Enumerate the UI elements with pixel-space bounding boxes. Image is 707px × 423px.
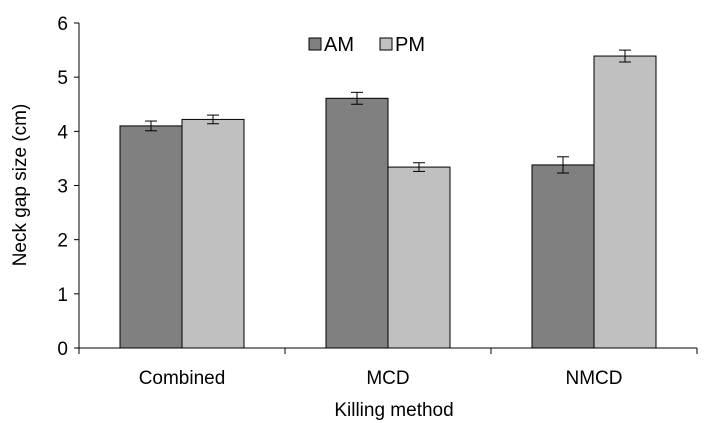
y-axis-title: Neck gap size (cm) (10, 104, 31, 267)
legend-swatch-am (308, 37, 322, 51)
bar-pm-nmcd (593, 55, 657, 349)
legend-label-pm: PM (395, 34, 425, 56)
y-tick-label: 6 (57, 14, 68, 35)
x-tick-label: Combined (139, 368, 226, 389)
plot-area: 0 1 2 3 4 5 6 Combined MCD NMCD (57, 14, 698, 389)
bar-am-nmcd (531, 164, 595, 349)
x-tick-label: MCD (366, 368, 409, 389)
legend-label-am: AM (324, 34, 354, 56)
x-axis-title: Killing method (334, 400, 453, 421)
y-tick-label: 4 (57, 122, 68, 143)
legend-swatch-pm (379, 37, 393, 51)
bar-pm-mcd (387, 166, 451, 349)
y-tick-label: 3 (57, 177, 68, 198)
bar-am-combined (119, 125, 183, 349)
bar-pm-combined (181, 118, 245, 349)
y-tick-label: 2 (57, 231, 68, 252)
y-tick-label: 1 (57, 285, 68, 306)
y-tick-label: 5 (57, 68, 68, 89)
x-tick-label: NMCD (566, 368, 623, 389)
y-tick-label: 0 (57, 339, 68, 360)
legend: AM PM (308, 34, 425, 56)
bar-am-mcd (325, 97, 389, 349)
